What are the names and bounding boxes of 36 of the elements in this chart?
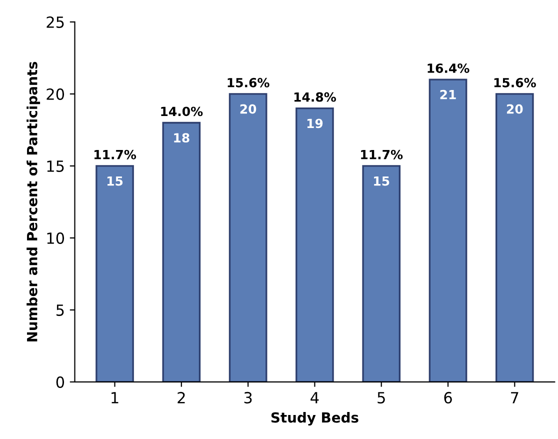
x-tick-label: 4	[310, 392, 319, 404]
annotation: 15.6%	[494, 78, 536, 88]
data-label: 15	[107, 176, 123, 186]
annotation: 14.0%	[161, 106, 203, 116]
annotation: 16.4%	[428, 64, 470, 73]
y-axis-title: Number and Percent of Participants	[26, 62, 40, 342]
annotation: 15.6%	[228, 78, 270, 88]
annotation: 11.7%	[361, 150, 403, 160]
data-label: 15	[374, 176, 390, 186]
data-label: 21	[440, 90, 456, 100]
annotation: 14.8%	[294, 92, 336, 102]
y-tick-label: 10	[47, 232, 64, 244]
y-tick-label: 25	[46, 16, 64, 28]
x-tick-label: 2	[178, 392, 185, 404]
bar	[228, 93, 268, 382]
data-label: 20	[240, 104, 256, 114]
x-tick-label: 5	[378, 392, 385, 404]
y-tick-label: 0	[56, 376, 64, 388]
bar	[96, 165, 134, 382]
x-tick-label: 1	[112, 392, 118, 404]
data-label: 19	[307, 118, 323, 128]
x-tick-label: 7	[511, 392, 518, 404]
y-tick-label: 15	[47, 160, 64, 172]
bar	[162, 122, 201, 382]
x-tick-label: 6	[444, 392, 452, 404]
bar	[296, 108, 334, 382]
y-tick-label: 20	[46, 88, 64, 100]
y-tick-label: 5	[56, 304, 64, 316]
bar	[428, 78, 468, 382]
data-label: 18	[174, 133, 190, 143]
x-axis-title: Study Beds	[271, 412, 358, 426]
bar	[362, 165, 401, 382]
bar	[496, 93, 534, 382]
annotation: 11.7%	[94, 150, 136, 160]
data-label: 20	[506, 104, 523, 114]
x-tick-label: 3	[244, 392, 252, 404]
